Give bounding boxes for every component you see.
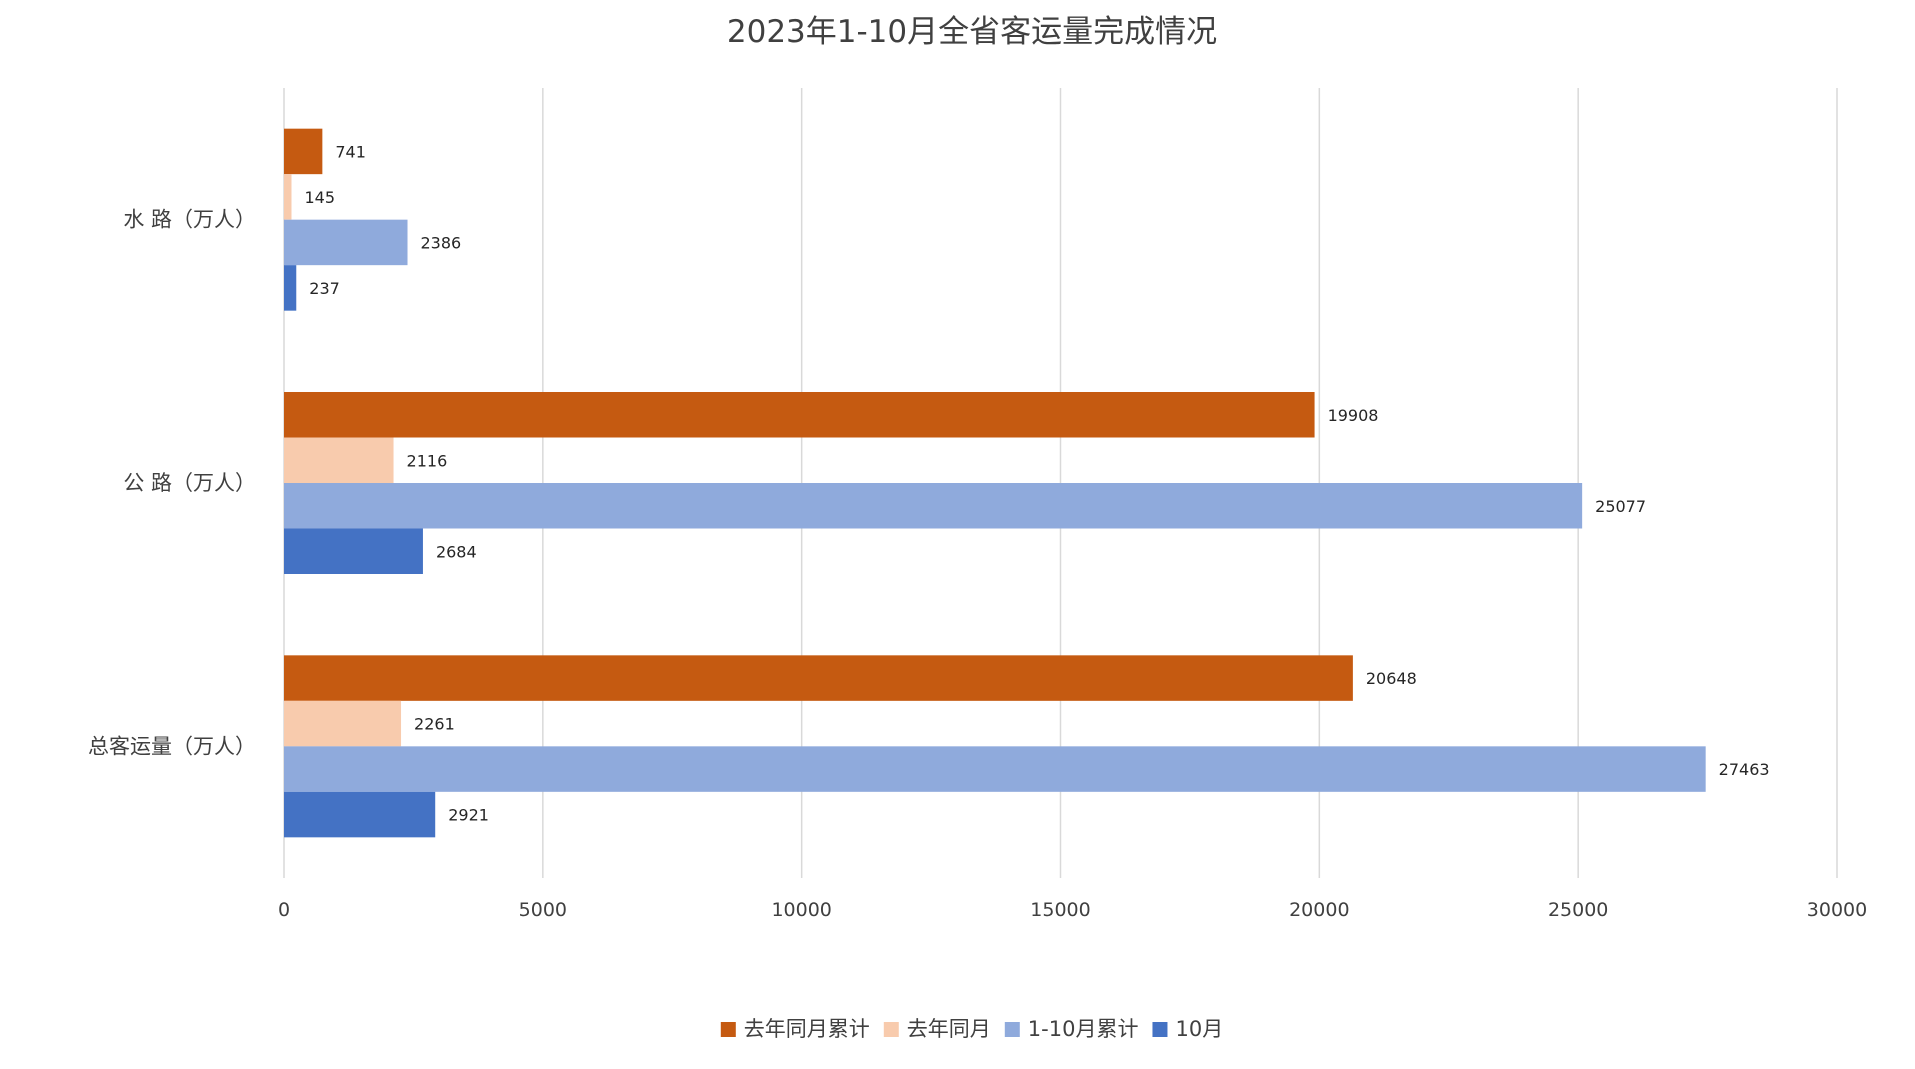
- data-labels: 741 145 2386 237 19908 2116 25077 2684 20648 2261…: [305, 142, 1770, 824]
- data-label: 2116: [407, 451, 448, 470]
- data-label: 20648: [1366, 669, 1417, 688]
- x-tick-labels: 0 5000 10000 15000 20000 25000 30000: [278, 899, 1867, 921]
- data-label: 2921: [448, 806, 489, 825]
- bar: [284, 219, 408, 266]
- legend-label: 去年同月: [907, 1017, 991, 1041]
- x-tick-label: 30000: [1807, 899, 1867, 921]
- legend-item: 1-10月累计: [1004, 1017, 1139, 1041]
- data-label: 25077: [1595, 497, 1646, 516]
- legend-label: 10月: [1175, 1017, 1223, 1041]
- category-label: 总客运量（万人）: [88, 734, 256, 758]
- x-tick-label: 0: [278, 899, 290, 921]
- data-label: 145: [305, 188, 336, 207]
- data-label: 27463: [1719, 760, 1770, 779]
- x-tick-label: 25000: [1548, 899, 1608, 921]
- bar: [284, 437, 394, 483]
- bar: [284, 746, 1706, 792]
- bar: [284, 174, 292, 220]
- data-label: 2684: [436, 542, 477, 561]
- legend-swatch: [1152, 1022, 1168, 1037]
- category-labels: 水 路（万人） 公 路（万人） 总客运量（万人）: [88, 208, 256, 759]
- bar: [284, 128, 323, 175]
- bar: [284, 483, 1583, 529]
- data-label: 19908: [1328, 406, 1379, 425]
- category-label: 水 路（万人）: [123, 208, 256, 232]
- legend-label: 1-10月累计: [1028, 1017, 1139, 1041]
- bar: [284, 265, 297, 311]
- x-tick-label: 5000: [519, 899, 567, 921]
- legend-label: 去年同月累计: [744, 1017, 870, 1041]
- data-label: 741: [335, 142, 366, 161]
- data-label: 2261: [414, 715, 455, 734]
- chart-title: 2023年1-10月全省客运量完成情况: [727, 14, 1217, 50]
- data-label: 237: [309, 279, 340, 298]
- legend-swatch: [883, 1022, 899, 1037]
- bar: [284, 392, 1315, 438]
- legend-item: 去年同月累计: [720, 1017, 870, 1041]
- bar: [284, 700, 402, 747]
- data-label: 2386: [421, 233, 462, 252]
- legend-swatch: [720, 1022, 736, 1037]
- x-tick-label: 10000: [771, 899, 831, 921]
- category-label: 公 路（万人）: [123, 471, 256, 495]
- bar: [284, 528, 423, 574]
- x-tick-label: 15000: [1030, 899, 1090, 921]
- x-tick-label: 20000: [1289, 899, 1349, 921]
- legend-item: 10月: [1152, 1017, 1223, 1041]
- legend-swatch: [1004, 1022, 1020, 1037]
- bar: [284, 655, 1353, 701]
- legend: 去年同月累计 去年同月 1-10月累计 10月: [720, 1017, 1223, 1041]
- bar: [284, 791, 436, 838]
- legend-item: 去年同月: [883, 1017, 991, 1041]
- bars: [284, 128, 1706, 838]
